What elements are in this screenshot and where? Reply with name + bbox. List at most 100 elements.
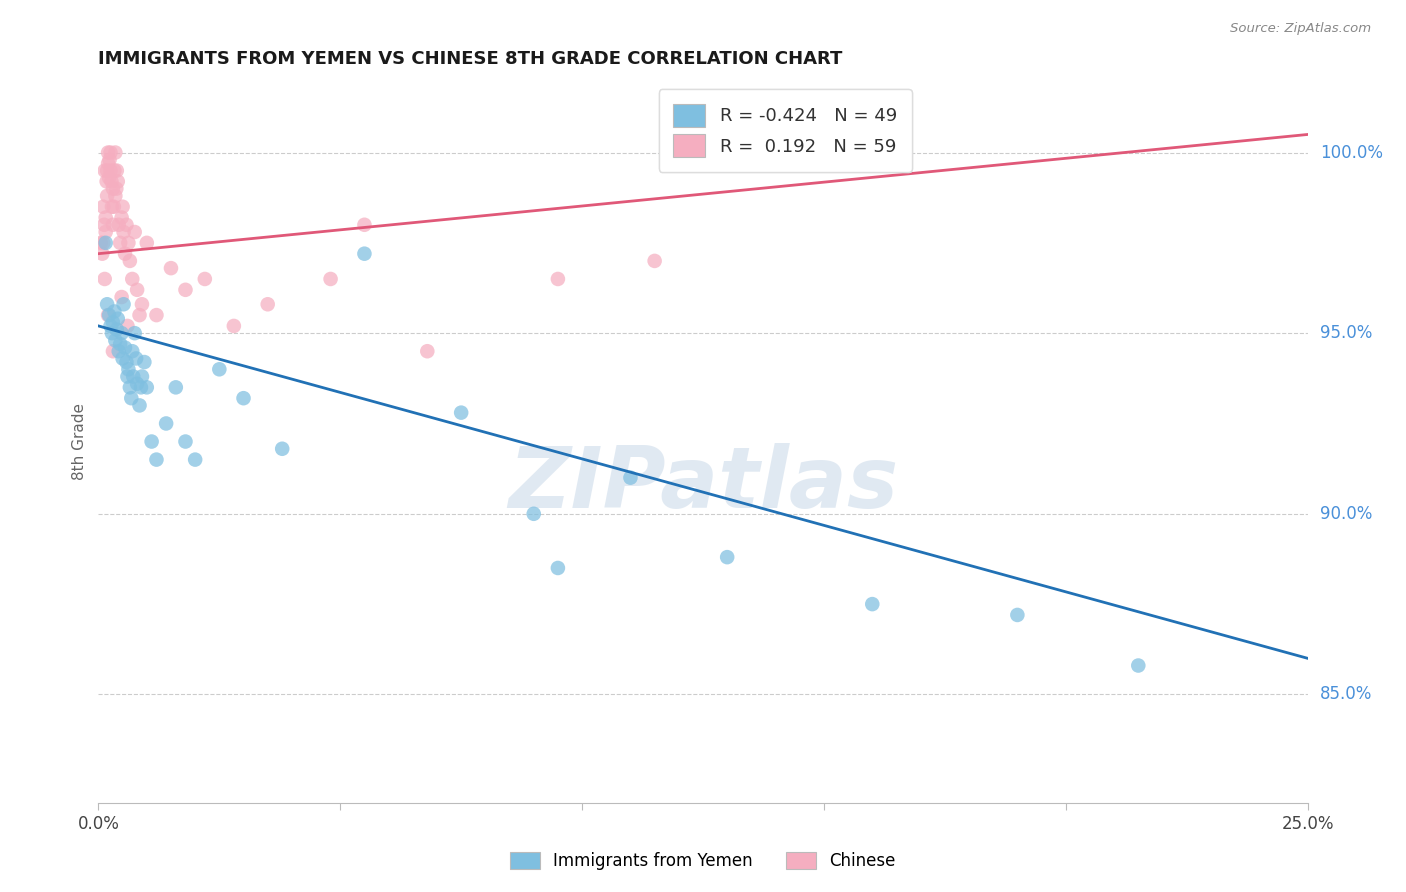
Point [105,163,128,178]
Point [103,163,125,178]
Point [96,297,118,311]
Point [135,235,157,250]
Point [124,326,146,341]
Point [256,297,278,311]
Point [100,163,122,178]
Point [114,341,136,355]
Point [117,369,139,384]
Point [98,153,121,167]
Point [104,189,127,203]
Point [108,337,131,351]
Point [716,550,738,565]
Point [104,334,127,348]
Point [108,235,131,250]
Point [112,225,135,239]
Point [129,380,152,394]
Point [93,218,115,232]
Text: Source: ZipAtlas.com: Source: ZipAtlas.com [1230,22,1371,36]
Point [117,235,139,250]
Point [121,272,143,286]
Point [125,351,148,366]
Point [118,254,141,268]
Point [107,174,129,188]
Point [103,304,125,318]
Text: 90.0%: 90.0% [1320,505,1372,523]
Legend: R = -0.424   N = 49, R =  0.192   N = 59: R = -0.424 N = 49, R = 0.192 N = 59 [658,89,911,172]
Point [111,290,134,304]
Point [101,218,124,232]
Point [122,369,145,384]
Point [91,200,114,214]
Point [97,308,120,322]
Text: 100.0%: 100.0% [1320,144,1382,161]
Point [319,272,342,286]
Point [111,326,134,341]
Point [134,355,156,369]
Point [145,308,167,322]
Point [96,174,118,188]
Point [117,362,139,376]
Y-axis label: 8th Grade: 8th Grade [72,403,87,480]
Point [111,200,134,214]
Point [860,597,883,611]
Point [271,442,294,456]
Point [117,318,139,333]
Point [523,507,546,521]
Point [94,211,117,225]
Point [93,163,115,178]
Point [107,218,129,232]
Point [101,315,124,329]
Point [97,156,120,170]
Point [174,434,197,449]
Point [96,163,118,178]
Point [94,235,117,250]
Point [1128,658,1150,673]
Point [644,254,666,268]
Point [184,452,207,467]
Text: ZIPatlas: ZIPatlas [508,443,898,526]
Point [174,283,197,297]
Point [131,369,153,384]
Point [101,200,124,214]
Point [111,351,134,366]
Point [127,283,149,297]
Text: IMMIGRANTS FROM YEMEN VS CHINESE 8TH GRADE CORRELATION CHART: IMMIGRANTS FROM YEMEN VS CHINESE 8TH GRA… [98,50,842,68]
Point [135,380,157,394]
Point [128,308,150,322]
Point [93,272,115,286]
Point [114,246,136,260]
Point [101,344,124,359]
Point [120,391,142,405]
Point [155,417,177,431]
Point [97,145,120,160]
Point [104,145,127,160]
Point [112,297,135,311]
Point [94,225,117,239]
Point [107,344,129,359]
Point [619,471,641,485]
Point [101,182,124,196]
Point [100,174,122,188]
Point [98,308,121,322]
Point [121,344,143,359]
Point [547,272,569,286]
Point [90,235,112,250]
Point [91,246,114,260]
Point [91,235,114,250]
Point [101,326,124,341]
Point [105,322,128,336]
Legend: Immigrants from Yemen, Chinese: Immigrants from Yemen, Chinese [503,845,903,877]
Point [128,399,150,413]
Text: 95.0%: 95.0% [1320,324,1372,343]
Point [115,355,138,369]
Point [131,297,153,311]
Point [118,380,141,394]
Point [124,225,146,239]
Point [107,311,129,326]
Point [98,170,121,185]
Text: 85.0%: 85.0% [1320,685,1372,704]
Point [105,182,128,196]
Point [353,246,375,260]
Point [160,261,183,276]
Point [100,145,122,160]
